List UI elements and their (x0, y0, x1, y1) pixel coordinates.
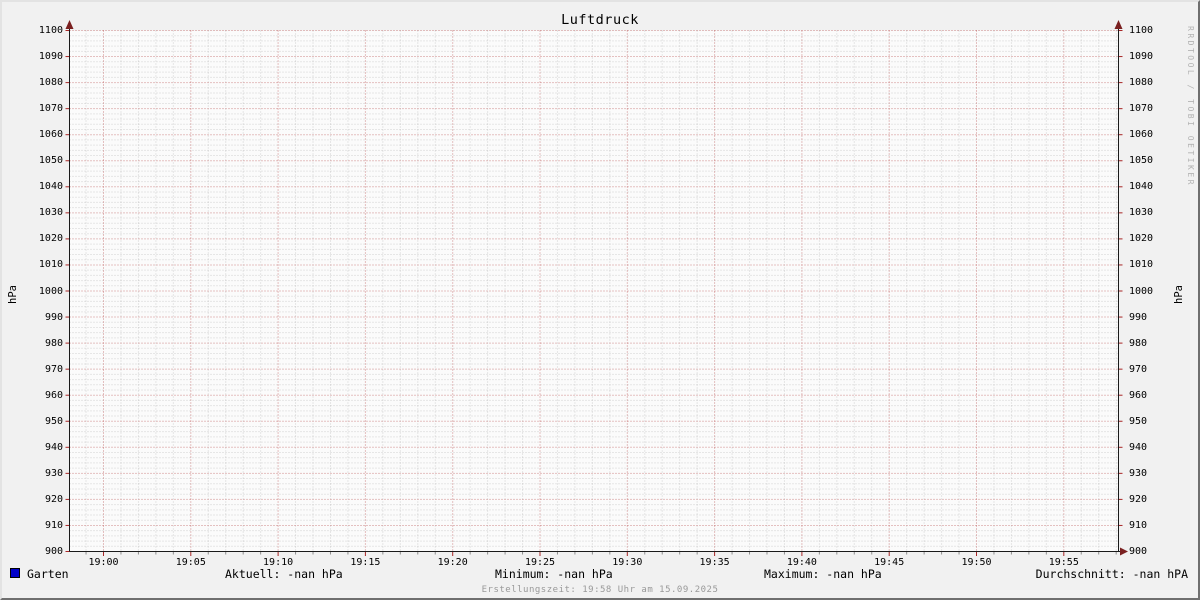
stat-aktuell: Aktuell: -nan hPa (225, 567, 343, 581)
y-axis-unit-left: hPa (7, 285, 19, 304)
series-color-swatch (10, 568, 20, 578)
stat-maximum: Maximum: -nan hPa (764, 567, 882, 581)
series-label: Garten (27, 567, 69, 581)
stat-minimum: Minimum: -nan hPa (495, 567, 613, 581)
y-axis-unit-right: hPa (1173, 285, 1185, 304)
rrdtool-watermark: RRDTOOL / TOBI OETIKER (1186, 26, 1195, 187)
stat-durchschnitt: Durchschnitt: -nan hPA (1035, 567, 1188, 581)
chart-title: Luftdruck (561, 12, 639, 28)
creation-timestamp: Erstellungszeit: 19:58 Uhr am 15.09.2025 (481, 585, 719, 595)
legend: Garten Aktuell: -nan hPa Minimum: -nan h… (2, 567, 1198, 581)
